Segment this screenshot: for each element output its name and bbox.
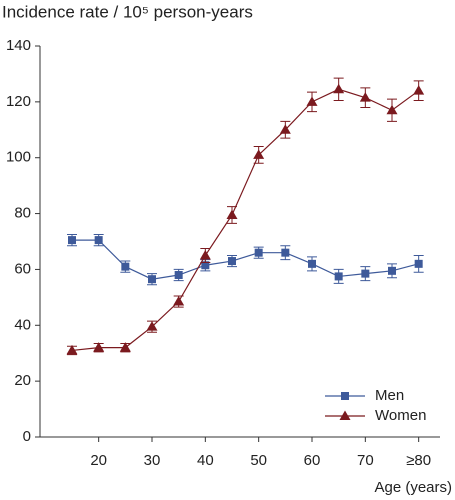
marker xyxy=(93,342,105,352)
marker xyxy=(334,272,343,281)
x-tick-label: 50 xyxy=(250,452,267,469)
y-tick-label: 60 xyxy=(14,260,31,277)
marker xyxy=(68,236,76,245)
marker xyxy=(386,104,398,115)
y-tick-label: 100 xyxy=(6,149,31,166)
y-tick-label: 140 xyxy=(6,37,31,54)
legend-label: Women xyxy=(375,407,426,424)
marker xyxy=(121,262,130,271)
x-tick-label: 30 xyxy=(144,452,161,469)
marker xyxy=(388,266,396,275)
x-tick-label: 20 xyxy=(90,452,107,469)
marker xyxy=(146,321,158,331)
marker xyxy=(254,248,263,257)
marker xyxy=(253,149,265,159)
marker xyxy=(66,344,78,355)
marker xyxy=(228,257,236,266)
marker xyxy=(306,96,318,106)
series-line xyxy=(71,88,420,352)
series-line xyxy=(72,239,419,280)
y-tick-label: 120 xyxy=(6,93,31,110)
y-tick-label: 20 xyxy=(14,372,31,389)
legend-label: Men xyxy=(375,387,404,404)
x-tick-label: ≥80 xyxy=(406,452,431,469)
y-tick-label: 80 xyxy=(14,205,31,222)
x-tick-label: 70 xyxy=(357,452,374,469)
marker xyxy=(173,296,185,306)
marker xyxy=(361,269,370,278)
y-tick-label: 40 xyxy=(14,316,31,333)
x-tick-label: 60 xyxy=(304,452,321,469)
y-tick-label: 0 xyxy=(23,428,31,445)
marker xyxy=(341,392,349,400)
chart-title: Incidence rate / 10⁵ person-years xyxy=(2,2,253,21)
marker xyxy=(413,85,425,95)
marker xyxy=(339,410,351,420)
marker xyxy=(226,209,238,219)
marker xyxy=(359,92,371,102)
marker xyxy=(174,271,183,280)
marker xyxy=(94,236,103,245)
marker xyxy=(308,259,316,268)
x-axis-label: Age (years) xyxy=(374,479,452,496)
marker xyxy=(201,261,210,270)
marker xyxy=(148,275,156,284)
x-tick-label: 40 xyxy=(197,452,214,469)
marker xyxy=(333,83,345,94)
marker xyxy=(279,124,291,134)
marker xyxy=(414,259,423,268)
marker xyxy=(119,342,131,352)
marker xyxy=(199,249,211,260)
marker xyxy=(281,248,290,257)
